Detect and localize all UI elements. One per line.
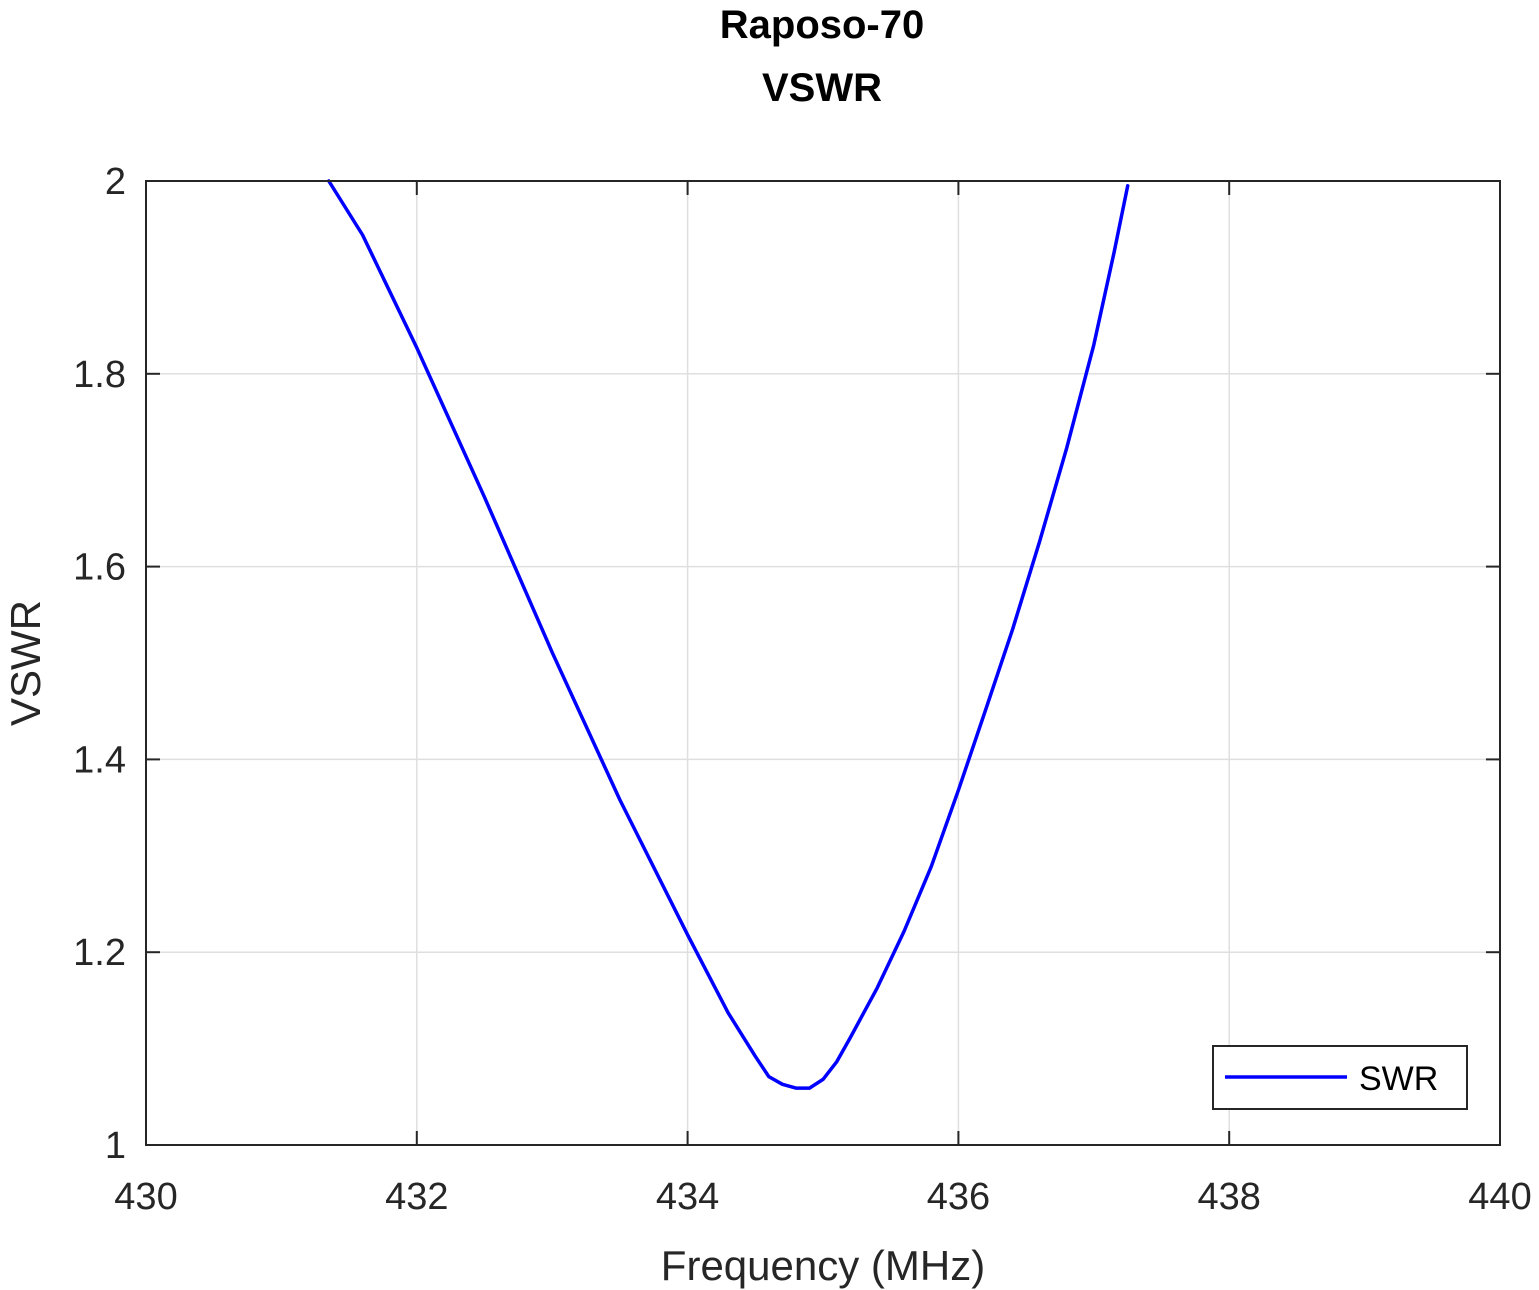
y-tick-label: 1.6 [73,547,126,589]
axes-box [145,180,1501,1146]
y-tick-label: 1.4 [73,739,126,781]
y-tick-label: 1.8 [73,354,126,396]
y-axis-label: VSWR [2,600,49,726]
x-axis-label: Frequency (MHz) [661,1242,985,1289]
x-tick-label: 432 [385,1176,448,1218]
plot-area [146,181,1500,1145]
x-tick-label: 438 [1197,1176,1260,1218]
x-tick-label: 430 [114,1176,177,1218]
tick-marks [145,180,1501,1146]
chart-title-line-1: Raposo-70 [720,3,925,47]
legend-label-swr: SWR [1359,1060,1438,1098]
y-tick-label: 1 [105,1125,126,1167]
tick-labels: 430 432 434 436 438 440 1 1.2 1.4 1.6 1.8 2 [73,161,1532,1218]
chart-title-line-2: VSWR [762,66,882,110]
grid-lines [146,181,1500,1145]
x-tick-label: 434 [656,1176,719,1218]
x-tick-label: 436 [927,1176,990,1218]
series-line-swr [327,179,1130,1090]
y-tick-label: 2 [105,161,126,203]
series-layer [327,179,1130,1090]
y-tick-label: 1.2 [73,932,126,974]
legend: SWR [1212,1045,1468,1110]
x-tick-label: 440 [1468,1176,1531,1218]
